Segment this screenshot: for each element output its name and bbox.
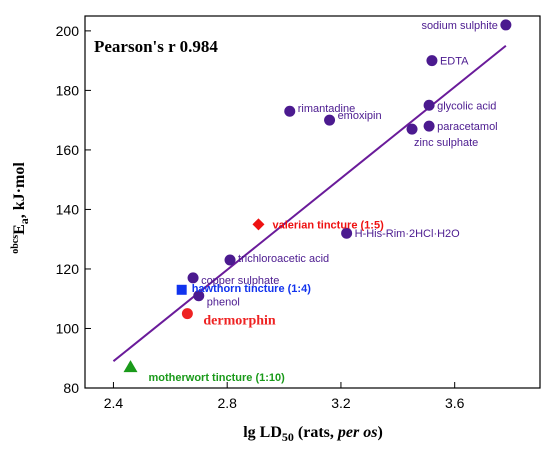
valerian-tincture-1-5-point [252,218,265,231]
y-tick-label: 80 [63,380,79,396]
h-his-rim-2hcl-h2o-label: H-His-Rim·2HCl·H2O [355,228,461,240]
zinc-sulphate-point [406,123,418,135]
axes: 2.4 2.8 3.2 3.6 80 100 120 140 160 180 200 [56,15,541,411]
edta-label: EDTA [440,56,469,68]
hawthorn-tincture-1-4-label: hawthorn tincture (1:4) [192,283,312,295]
x-axis-title-italic: per os [336,424,378,441]
trichloroacetic-acid-point [224,254,236,266]
x-axis-title-suffix: ) [377,424,382,441]
y-axis-title-subscript: a [17,218,31,224]
rimantadine-point [284,105,296,117]
phenol-point [193,290,205,302]
motherwort-tincture-1-10-point [123,360,138,373]
sodium-sulphite-label: sodium sulphite [421,20,497,32]
x-axis-title: lg LD50 (rats, per os) [243,424,383,444]
y-axis-title-superscript: obcs [10,235,21,254]
emoxipin-label: emoxipin [338,110,382,122]
pearson-annotation: Pearson's r 0.984 [94,37,218,56]
y-axis-title-suffix: , kJ·mol [11,162,28,219]
x-axis-title-subscript: 50 [282,430,294,444]
rimantadine-label: rimantadine [298,103,355,115]
plot-frame [84,15,541,389]
y-tick-label: 100 [56,320,80,336]
zinc-sulphate-label: zinc sulphate [414,137,478,149]
x-tick-label: 2.4 [104,395,124,411]
copper-sulphate-label: copper sulphate [201,275,279,287]
phenol-label: phenol [207,297,240,309]
y-tick-label: 120 [56,261,80,277]
motherwort-tincture-1-10-label: motherwort tincture (1:10) [149,372,286,384]
h-his-rim-2hcl-h2o-point [341,227,353,239]
y-axis-title: obcsEa, kJ·mol [10,162,31,254]
y-tick-label: 160 [56,142,80,158]
paracetamol-label: paracetamol [437,121,498,133]
regression-line [112,44,507,362]
y-tick-label: 140 [56,201,80,217]
paracetamol-point [423,120,435,132]
y-tick-label: 180 [56,82,80,98]
x-tick-label: 3.2 [331,395,351,411]
point-labels: sodium sulphite EDTA glycolic acid paraceta… [149,20,498,384]
y-tick-label: 200 [56,23,80,39]
valerian-tincture-1-5-label: valerian tincture (1:5) [272,219,384,231]
sodium-sulphite-point [500,19,512,31]
hawthorn-tincture-1-4-point [176,284,187,295]
edta-point [426,55,438,67]
x-axis-title-prefix: lg LD [243,424,282,441]
x-tick-label: 2.8 [217,395,237,411]
emoxipin-point [324,114,336,126]
x-tick-label: 3.6 [445,395,465,411]
glycolic-acid-label: glycolic acid [437,100,496,112]
dermorphin-point [181,308,193,320]
regression-line-layer [112,44,507,362]
dermorphin-label: dermorphin [203,314,276,329]
glycolic-acid-point [423,99,435,111]
copper-sulphate-point [187,272,199,284]
trichloroacetic-acid-label: trichloroacetic acid [238,253,329,265]
x-axis-title-middle: (rats, [294,424,338,441]
data-points [123,19,512,373]
y-axis-title-main: E [11,224,28,235]
